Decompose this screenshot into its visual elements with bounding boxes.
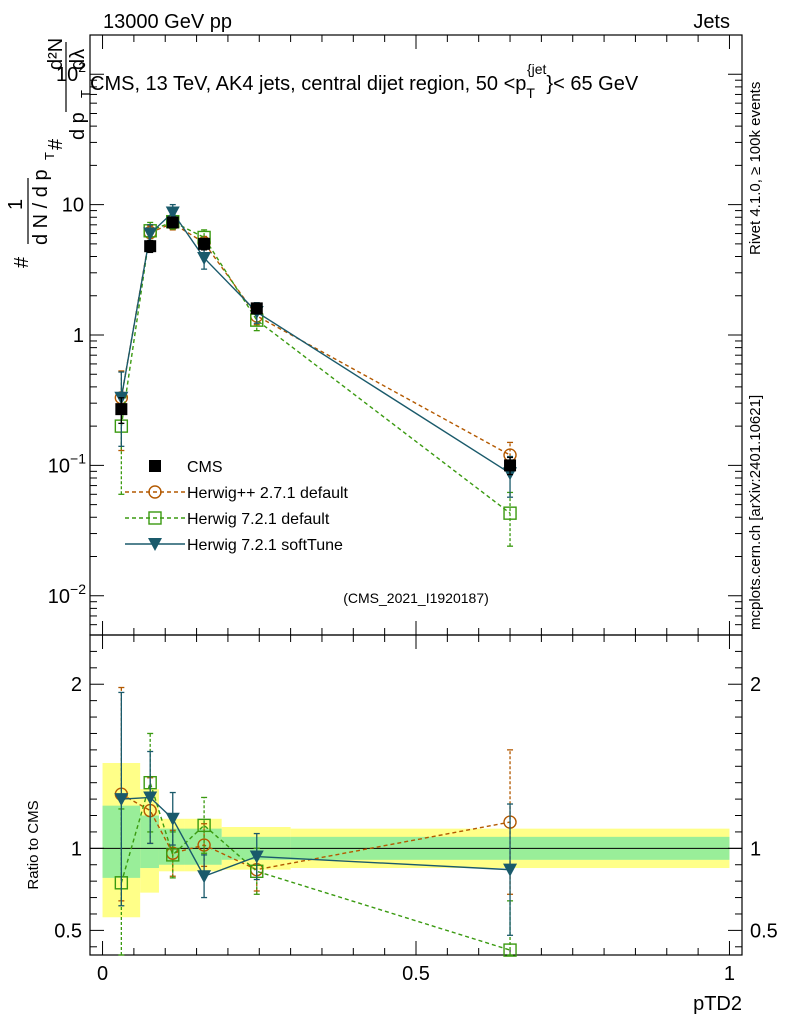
ratio-y-tick-label: 0.5 bbox=[54, 920, 82, 942]
ratio-y-label: Ratio to CMS bbox=[25, 800, 42, 889]
point-cms bbox=[115, 403, 128, 416]
ylabel-dn-t: T bbox=[42, 152, 57, 160]
legend-marker-herwig-7-2-1-default bbox=[148, 511, 162, 525]
ratio-y-tick-label: 1 bbox=[71, 838, 82, 860]
point-cms bbox=[250, 302, 263, 315]
category-label: Jets bbox=[693, 11, 730, 33]
series-line-herwig-7-2-1-default bbox=[120, 220, 511, 514]
point-herwig-7-2-1-softtune bbox=[197, 251, 212, 265]
ylabel-hash-2: # bbox=[45, 138, 67, 150]
legend-label-herwig-2-7-1-default: Herwig++ 2.7.1 default bbox=[187, 485, 349, 502]
ylabel-hash-1: # bbox=[11, 256, 33, 268]
ratio-y-tick-label-right: 2 bbox=[750, 674, 761, 696]
chart-title: CMS, 13 TeV, AK4 jets, central dijet reg… bbox=[90, 61, 639, 101]
legend-label-herwig-7-2-1-softtune: Herwig 7.2.1 softTune bbox=[187, 537, 343, 554]
ratio-point-herwig-7-2-1-default bbox=[166, 848, 180, 862]
ratio-point-herwig-7-2-1-softtune bbox=[143, 791, 158, 805]
point-cms bbox=[166, 216, 179, 229]
band-inner bbox=[184, 828, 222, 865]
ratio-y-tick-label: 2 bbox=[71, 674, 82, 696]
ratio-y-tick-label-right: 0.5 bbox=[750, 920, 778, 942]
point-herwig-7-2-1-default bbox=[503, 506, 517, 520]
ylabel-dl: dλ bbox=[67, 49, 89, 70]
point-herwig-7-2-1-softtune bbox=[165, 206, 180, 220]
legend-label-herwig-7-2-1-default: Herwig 7.2.1 default bbox=[187, 511, 330, 528]
main-y-tick-label: 102 bbox=[56, 59, 86, 86]
mcplots-label: mcplots.cern.ch [arXiv:2401.10621] bbox=[747, 395, 764, 630]
ratio-point-herwig-7-2-1-softtune bbox=[197, 870, 212, 884]
rivet-label: Rivet 4.1.0, ≥ 100k events bbox=[747, 82, 764, 255]
ratio-point-herwig-7-2-1-softtune bbox=[165, 812, 180, 826]
legend-label-cms: CMS bbox=[187, 459, 223, 476]
chart-title-sub: T bbox=[526, 85, 535, 101]
ylabel-dpt-t: T bbox=[78, 90, 93, 98]
ratio-point-herwig-7-2-1-default bbox=[503, 943, 517, 957]
main-y-tick-label: 10−1 bbox=[48, 450, 86, 477]
ylabel-dpt: d p bbox=[67, 112, 89, 140]
energy-label: 13000 GeV pp bbox=[103, 11, 232, 33]
main-y-tick-label: 1 bbox=[73, 325, 84, 347]
main-y-tick-label: 10 bbox=[62, 195, 84, 217]
point-herwig-7-2-1-softtune bbox=[143, 227, 158, 241]
legend: CMS Herwig++ 2.7.1 default Herwig 7.2.1 de… bbox=[125, 459, 349, 554]
y-axis-label: # 1 d N / d p T # d²N d p T dλ bbox=[5, 38, 93, 268]
ratio-point-herwig-7-2-1-softtune bbox=[503, 863, 518, 877]
ylabel-one: 1 bbox=[5, 199, 27, 210]
x-tick-label: 0.5 bbox=[402, 963, 430, 985]
ratio-panel: 0.5 0.5 1 1 2 2 0 0.5 1 bbox=[54, 634, 778, 985]
ratio-line-herwig-7-2-1-default bbox=[120, 780, 511, 951]
ratio-y-tick-label-right: 1 bbox=[750, 838, 761, 860]
chart-title-tail: }< 65 GeV bbox=[546, 73, 638, 95]
series-line-herwig-2-7-1-default bbox=[120, 222, 511, 456]
point-cms bbox=[504, 459, 517, 472]
legend-marker-cms bbox=[149, 460, 161, 472]
main-y-tick-label: 10−2 bbox=[48, 581, 86, 608]
main-panel: 10−2 10−1 1 10 102 bbox=[48, 34, 743, 636]
x-axis-label: pTD2 bbox=[693, 993, 742, 1015]
chart-title-main: CMS, 13 TeV, AK4 jets, central dijet reg… bbox=[90, 73, 526, 95]
ratio-point-herwig-7-2-1-softtune bbox=[114, 793, 129, 807]
chart-title-sup: {jet bbox=[527, 61, 547, 77]
ratio-line-herwig-7-2-1-softtune bbox=[121, 796, 511, 878]
ylabel-d2n: d²N bbox=[45, 38, 67, 70]
legend-marker-herwig-2-7-1-default bbox=[148, 485, 162, 499]
series-line-herwig-7-2-1-softtune bbox=[120, 211, 511, 474]
analysis-watermark: (CMS_2021_I1920187) bbox=[343, 590, 489, 606]
x-tick-label: 1 bbox=[724, 963, 735, 985]
x-tick-label: 0 bbox=[97, 963, 108, 985]
point-cms bbox=[144, 240, 157, 253]
point-cms bbox=[198, 237, 211, 250]
ratio-point-herwig-7-2-1-default bbox=[197, 818, 211, 833]
ylabel-dn: d N / d p bbox=[30, 169, 52, 245]
ratio-point-herwig-7-2-1-softtune bbox=[249, 850, 264, 864]
legend-marker-herwig-7-2-1-softtune bbox=[148, 538, 162, 551]
ratio-frame bbox=[89, 634, 743, 956]
